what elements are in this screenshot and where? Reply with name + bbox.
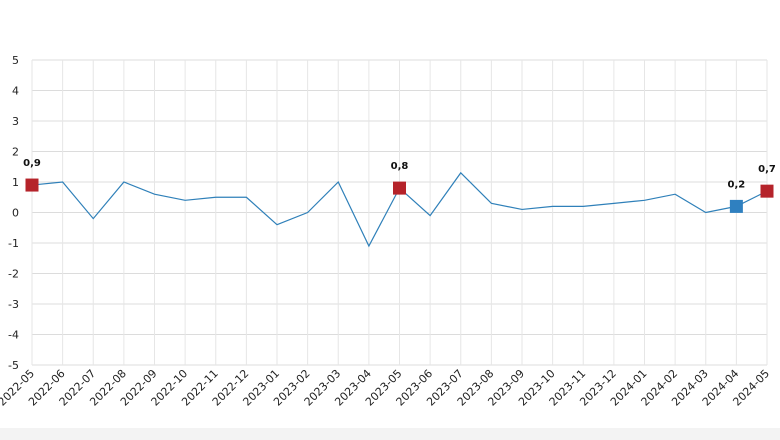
y-tick-label: 3 [12, 115, 19, 128]
y-tick-label: 4 [12, 85, 19, 98]
y-axis-ticks: 5 4 3 2 1 0 -1 -2 -3 -4 -5 [8, 54, 19, 372]
grid-lines [31, 59, 768, 366]
bottom-band [0, 428, 780, 440]
data-labels: 0,9 0,8 0,2 0,7 [23, 158, 776, 190]
highlight-marker [393, 181, 406, 195]
highlight-marker [760, 184, 774, 198]
y-tick-label: -3 [8, 298, 19, 311]
highlight-markers [25, 178, 774, 213]
highlight-marker [729, 199, 743, 213]
y-tick-label: -5 [8, 359, 19, 372]
y-tick-label: 1 [12, 176, 19, 189]
highlight-marker [25, 178, 39, 192]
data-label: 0,2 [728, 179, 746, 190]
data-label: 0,7 [758, 164, 776, 175]
y-tick-label: 2 [12, 146, 19, 159]
data-label: 0,8 [391, 161, 409, 172]
y-tick-label: 0 [12, 207, 19, 220]
y-tick-label: -4 [8, 329, 19, 342]
y-tick-label: 5 [12, 54, 19, 67]
x-axis-ticks: 2022-052022-062022-072022-082022-092022-… [0, 367, 772, 409]
y-tick-label: -2 [8, 268, 19, 281]
data-label: 0,9 [23, 158, 41, 169]
y-tick-label: -1 [8, 237, 19, 250]
